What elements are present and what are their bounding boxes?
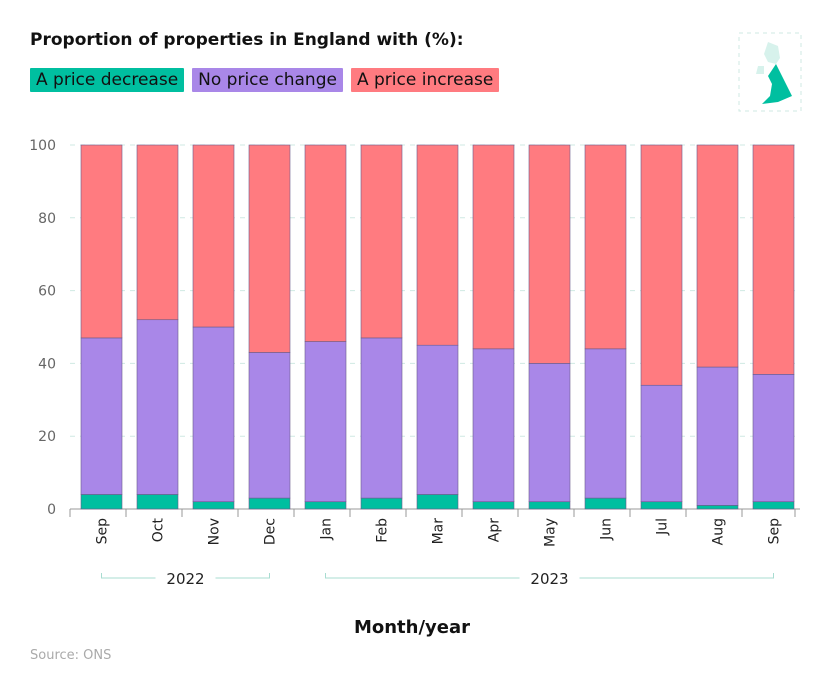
y-tick-label: 40 (38, 356, 56, 372)
year-bracket (101, 573, 270, 579)
y-tick-label: 0 (47, 502, 56, 518)
y-tick-label: 80 (38, 211, 56, 227)
bar-segment-2 (80, 144, 123, 339)
x-tick-label: Aug (711, 518, 727, 545)
y-tick-label: 60 (38, 284, 56, 300)
legend-no-price-change: No price change (192, 68, 343, 92)
bar-segment-1 (752, 374, 795, 503)
bar-segment-2 (752, 144, 795, 375)
chart-title: Proportion of properties in England with… (30, 30, 464, 50)
bar-segment-1 (584, 348, 627, 499)
x-tick-label: May (543, 518, 559, 547)
x-tick-label: Dec (263, 518, 279, 545)
bar-segment-0 (696, 505, 739, 510)
bar-segment-2 (360, 144, 403, 339)
y-tick-label: 20 (38, 429, 56, 445)
bar-segment-1 (248, 352, 291, 499)
source-note: Source: ONS (30, 648, 112, 663)
x-tick-label: Nov (207, 518, 223, 545)
bar-segment-0 (360, 497, 403, 510)
bar-segment-1 (696, 366, 739, 506)
bar-segment-0 (80, 494, 123, 510)
bar-segment-2 (416, 144, 459, 346)
bar-segment-2 (248, 144, 291, 353)
bar-segment-2 (136, 144, 179, 321)
bar-segment-0 (416, 494, 459, 510)
x-tick-label: Jul (655, 518, 671, 536)
x-tick-label: Apr (487, 518, 503, 542)
x-tick-label: Feb (375, 518, 391, 543)
x-tick-label: Sep (95, 518, 111, 545)
bar-segment-1 (416, 344, 459, 495)
bar-segment-1 (360, 337, 403, 499)
x-tick-label: Mar (431, 518, 447, 545)
legend-price-decrease: A price decrease (30, 68, 185, 92)
bar-segment-2 (472, 144, 515, 350)
uk-map-icon (738, 32, 802, 112)
bar-segment-0 (640, 501, 683, 510)
bar-segment-0 (584, 497, 627, 510)
bar-segment-0 (304, 501, 347, 510)
bar-segment-1 (192, 326, 235, 503)
bar-segment-2 (192, 144, 235, 328)
bar-segment-2 (640, 144, 683, 386)
bar-segment-1 (136, 319, 179, 495)
bar-segment-0 (472, 501, 515, 510)
bar-segment-1 (640, 384, 683, 503)
legend: A price decrease No price change A price… (30, 68, 500, 92)
bar-segment-2 (584, 144, 627, 350)
bar-segment-0 (528, 501, 571, 510)
legend-price-increase: A price increase (350, 68, 500, 92)
x-tick-label: Jan (319, 518, 335, 541)
x-tick-label: Oct (151, 518, 167, 543)
year-label: 2023 (530, 570, 568, 588)
bar-segment-1 (528, 363, 571, 503)
bar-segment-1 (304, 341, 347, 503)
bar-segment-1 (80, 337, 123, 495)
year-bracket (325, 573, 774, 579)
bar-segment-0 (136, 494, 179, 510)
x-axis-title: Month/year (354, 617, 470, 638)
bar-segment-2 (304, 144, 347, 342)
x-tick-label: Jun (599, 518, 615, 541)
bar-segment-0 (192, 501, 235, 510)
plot-area: 0 20 40 60 80 100 Sep Oct Nov Dec Jan Feb Mar Apr May J… (29, 138, 800, 638)
x-tick-label: Sep (767, 518, 783, 545)
bar-segment-0 (752, 501, 795, 510)
bar-segment-0 (248, 497, 291, 510)
bar-segment-2 (528, 144, 571, 364)
year-label: 2022 (166, 570, 204, 588)
y-tick-label: 100 (29, 138, 56, 154)
bar-segment-2 (696, 144, 739, 368)
bar-segment-1 (472, 348, 515, 503)
